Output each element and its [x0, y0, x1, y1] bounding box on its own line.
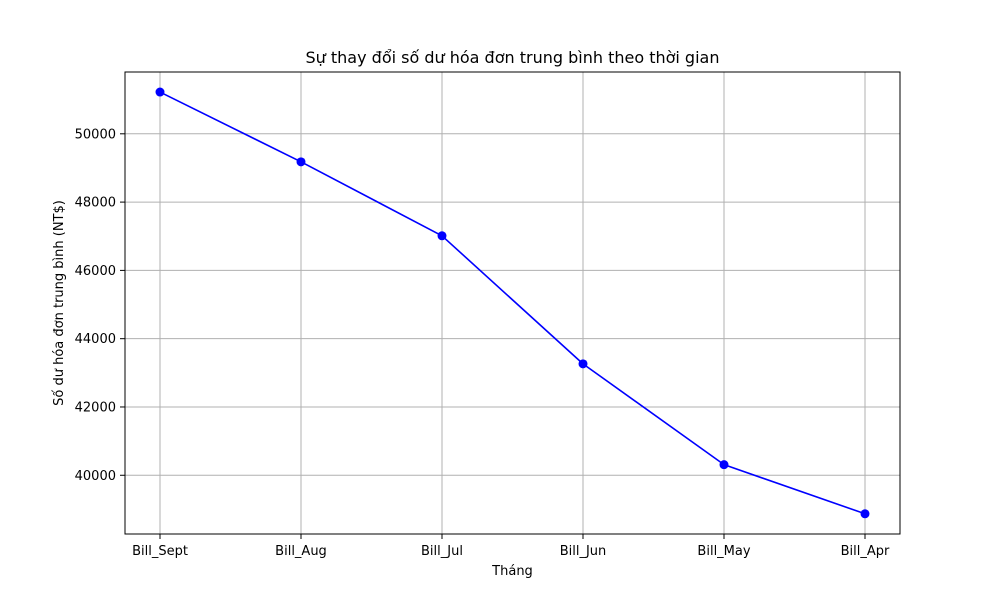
x-tick-label: Bill_May	[697, 544, 750, 559]
x-axis-ticks: Bill_Sept Bill_Aug Bill_Jul Bill_Jun Bill_Ma…	[132, 534, 890, 559]
data-point	[296, 157, 306, 167]
y-tick-label: 48000	[75, 196, 116, 211]
data-point	[860, 509, 870, 519]
data-point	[155, 87, 165, 97]
x-tick-label: Bill_Apr	[841, 544, 890, 559]
y-tick-label: 50000	[75, 127, 116, 142]
series-line	[159, 91, 866, 515]
data-point	[437, 231, 447, 241]
chart-title: Sự thay đổi số dư hóa đơn trung bình the…	[306, 48, 720, 67]
series-layer	[155, 87, 870, 519]
grid	[125, 72, 900, 534]
y-axis-label: Số dư hóa đơn trung bình (NT$)	[52, 200, 67, 406]
y-axis-ticks: 40000 42000 44000 46000 48000 50000	[75, 127, 125, 484]
x-tick-label: Bill_Aug	[275, 544, 327, 559]
y-tick-label: 44000	[75, 332, 116, 347]
data-point	[578, 359, 588, 369]
x-tick-label: Bill_Sept	[132, 544, 188, 559]
y-tick-label: 42000	[75, 400, 116, 415]
plot-frame	[124, 71, 901, 535]
data-point	[719, 460, 729, 470]
x-tick-label: Bill_Jul	[421, 544, 463, 559]
x-axis-label: Tháng	[491, 564, 533, 579]
x-tick-label: Bill_Jun	[560, 544, 607, 559]
y-tick-label: 40000	[75, 469, 116, 484]
y-tick-label: 46000	[75, 264, 116, 279]
